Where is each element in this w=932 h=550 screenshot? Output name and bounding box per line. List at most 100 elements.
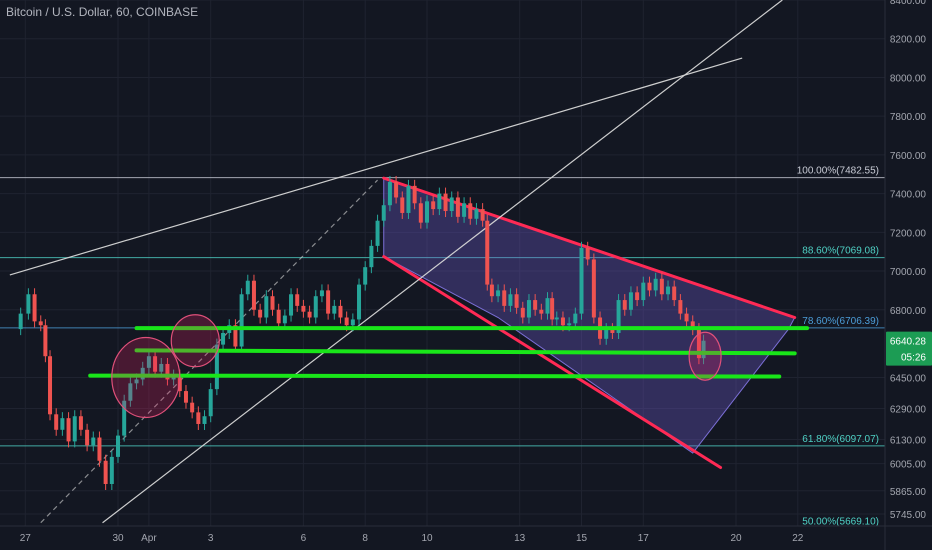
candle-body	[375, 220, 380, 246]
time-tick-label: 8	[362, 533, 368, 544]
candle-body	[32, 294, 37, 322]
wedge-area	[383, 177, 796, 454]
price-tick-label: 6800.00	[890, 306, 927, 317]
candle-body	[202, 416, 207, 424]
candle-body	[338, 305, 343, 318]
candle-body	[239, 294, 244, 347]
price-tick-label: 7400.00	[890, 190, 927, 201]
candle-body	[43, 325, 48, 357]
candle-body	[270, 296, 275, 310]
candle-body	[282, 315, 287, 324]
chart-title: Bitcoin / U.S. Dollar, 60, COINBASE	[6, 5, 199, 19]
candle-body	[60, 418, 65, 430]
candle-body	[295, 294, 300, 306]
candle-body	[72, 416, 77, 442]
candle-body	[276, 309, 281, 324]
candle-body	[641, 282, 646, 301]
price-tick-label: 7000.00	[890, 267, 927, 278]
price-axis-bg	[885, 0, 932, 550]
current-price-tag	[886, 331, 932, 366]
candle-body	[412, 185, 417, 204]
candle-body	[502, 290, 507, 306]
candle-body	[653, 278, 658, 291]
time-axis-bg	[0, 526, 932, 550]
candle-body	[539, 309, 544, 314]
candle-body	[508, 294, 513, 306]
price-tick-label: 5865.00	[890, 487, 927, 498]
price-tick-label: 5745.00	[890, 510, 927, 521]
highlight-circle	[111, 336, 181, 419]
candle-body	[344, 317, 349, 326]
candle-body	[357, 284, 362, 320]
current-price-label: 6640.28	[890, 337, 927, 348]
price-tick-label: 6130.00	[890, 435, 927, 446]
candle-body	[134, 379, 139, 384]
time-tick-label: 3	[208, 533, 214, 544]
wedge-lower-line	[382, 255, 723, 470]
candle-body	[159, 363, 164, 372]
price-tick-label: 8400.00	[890, 0, 927, 7]
countdown-label: 05:26	[901, 353, 926, 364]
candle-body	[54, 414, 59, 430]
candle-body	[350, 319, 355, 326]
candle-body	[591, 259, 596, 318]
candle-body	[431, 201, 436, 210]
candle-body	[332, 305, 337, 314]
candle-body	[214, 344, 219, 390]
highlight-circle	[688, 331, 722, 381]
price-tick-label: 7200.00	[890, 228, 927, 239]
candle-body	[264, 296, 269, 318]
fib-level-label: 88.60%(7069.08)	[802, 246, 879, 257]
candle-body	[301, 305, 306, 312]
candle-body	[251, 280, 256, 310]
candle-body	[103, 460, 108, 484]
candle-body	[474, 209, 479, 219]
candle-body	[628, 292, 633, 310]
fib-level-label: 61.80%(6097.07)	[802, 434, 879, 445]
fib-level-label: 78.60%(6706.39)	[802, 316, 879, 327]
candle-body	[545, 298, 550, 314]
candle-body	[183, 391, 188, 403]
price-tick-label: 6290.00	[890, 404, 927, 415]
candle-body	[319, 290, 324, 297]
time-tick-label: 27	[20, 533, 32, 544]
candle-body	[381, 205, 386, 221]
fib-level-label: 100.00%(7482.55)	[797, 166, 879, 177]
time-tick-label: 20	[730, 533, 742, 544]
candle-body	[579, 247, 584, 314]
time-tick-label: 22	[792, 533, 804, 544]
candle-body	[573, 313, 578, 324]
candle-body	[190, 402, 195, 413]
candle-body	[585, 247, 590, 260]
candle-body	[554, 317, 559, 320]
candle-body	[468, 203, 473, 219]
candle-body	[514, 294, 519, 308]
time-tick-label: 13	[514, 533, 526, 544]
candle-body	[604, 329, 609, 339]
candle-body	[406, 185, 411, 213]
time-tick-label: 17	[638, 533, 650, 544]
candle-body	[455, 197, 460, 217]
candle-body	[659, 278, 664, 295]
candle-body	[443, 193, 448, 212]
candle-body	[38, 321, 43, 326]
candle-body	[560, 317, 565, 326]
candle-body	[97, 437, 102, 461]
candle-body	[550, 298, 555, 320]
candle-body	[489, 284, 494, 297]
time-tick-label: 30	[112, 533, 124, 544]
candle-body	[678, 300, 683, 314]
candle-body	[387, 181, 392, 206]
candle-body	[647, 282, 652, 291]
time-tick-label: 10	[421, 533, 433, 544]
time-tick-label: 6	[301, 533, 307, 544]
candle-body	[128, 383, 133, 401]
price-tick-label: 8000.00	[890, 73, 927, 84]
candle-body	[313, 296, 318, 318]
candle-body	[672, 286, 677, 301]
candle-body	[153, 356, 158, 372]
candle-body	[221, 332, 226, 345]
support-line	[88, 373, 782, 379]
